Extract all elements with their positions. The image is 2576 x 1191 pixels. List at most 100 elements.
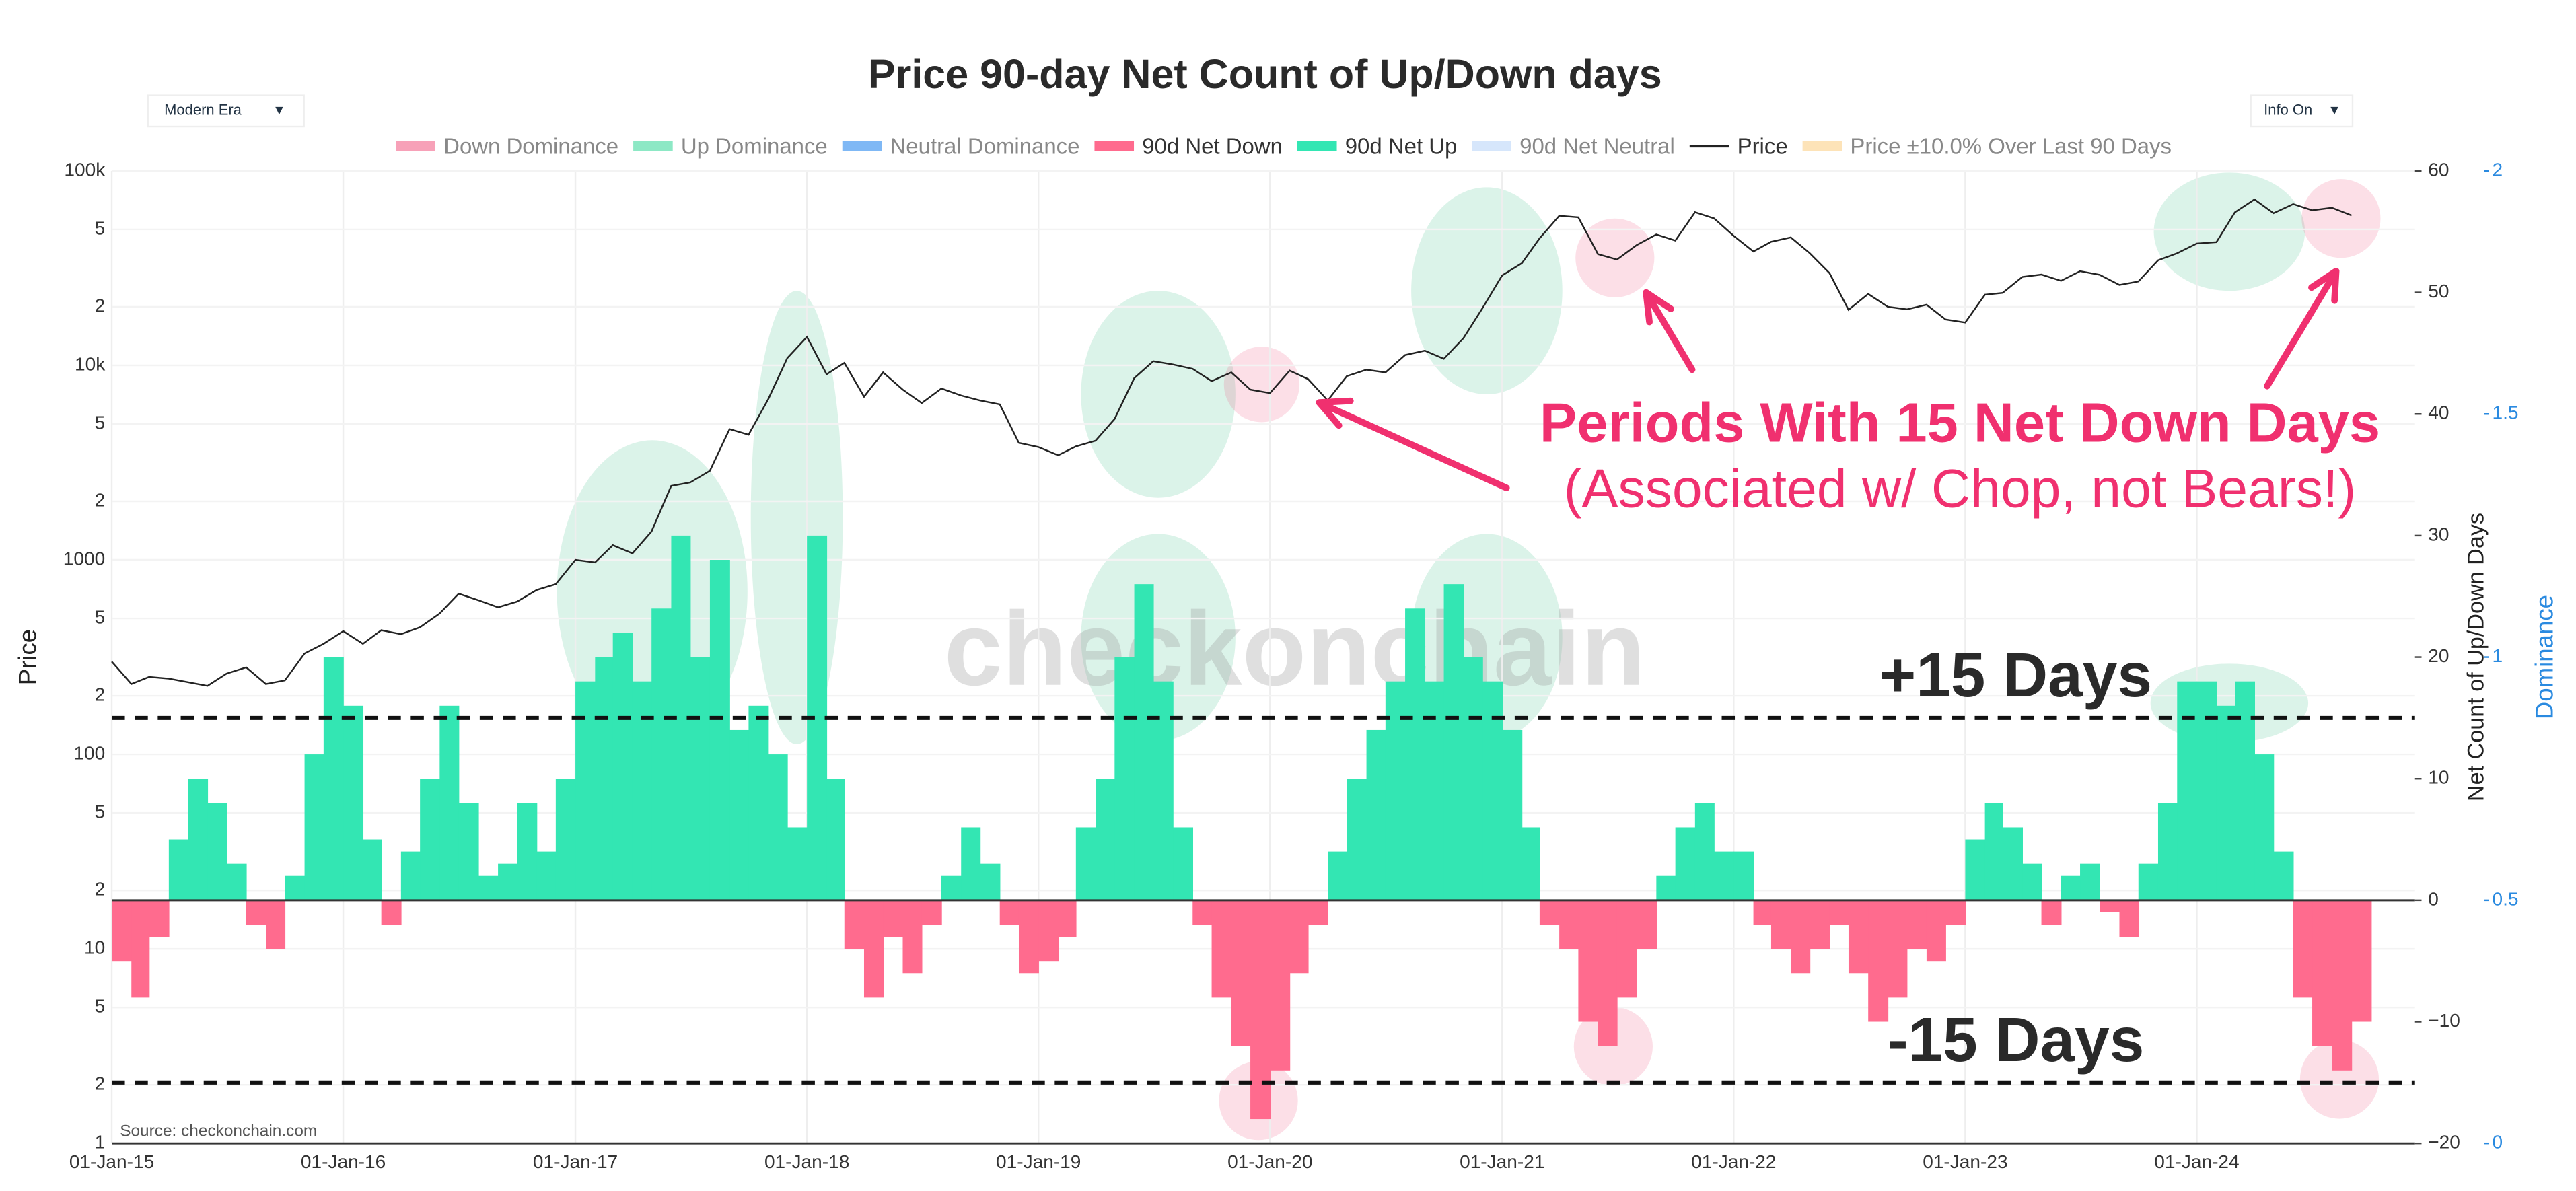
arrow [1316, 397, 1510, 491]
net-bar [149, 900, 170, 937]
net-bar [2332, 900, 2353, 1071]
legend-item: Up Dominance [633, 133, 828, 158]
net-bar [400, 851, 421, 900]
net-bar [1522, 827, 1540, 900]
net-bar [651, 608, 672, 900]
y2-tick-label: 30 [2428, 524, 2449, 544]
net-bar [285, 875, 306, 900]
net-bar [323, 657, 344, 900]
net-bar [1058, 900, 1077, 937]
net-bar [1405, 608, 1426, 900]
net-bar [1114, 657, 1135, 900]
net-bar [902, 900, 923, 974]
net-bar [1173, 827, 1194, 900]
net-bar [1965, 839, 1986, 900]
net-bar [1616, 900, 1637, 998]
net-bar [1502, 729, 1523, 900]
dropdown[interactable] [2250, 94, 2354, 128]
net-bar [2216, 705, 2235, 900]
legend-label: Down Dominance [443, 133, 618, 158]
net-bar [1038, 900, 1059, 962]
source: Source: checkonchain.com [120, 1122, 317, 1141]
net-bar [188, 779, 209, 900]
y-tick-label: 2 [95, 879, 106, 900]
dropdown[interactable] [147, 94, 305, 128]
net-bar [2003, 827, 2023, 900]
annotation: (Associated w/ Chop, not Bears!) [1564, 459, 2356, 519]
net-bar [748, 705, 769, 900]
arrow [2264, 267, 2340, 390]
dropdown-label[interactable]: Info On [2264, 102, 2312, 118]
x-tick-label: 01-Jan-18 [764, 1151, 849, 1172]
y2-tick-label: 0 [2428, 888, 2439, 909]
net-bar [478, 875, 499, 900]
legend-label: Price ±10.0% Over Last 90 Days [1850, 133, 2172, 158]
net-bar [1211, 900, 1232, 998]
y-tick-label: 1 [95, 1132, 106, 1153]
legend-label: Neutral Dominance [890, 133, 1080, 158]
net-bar [1848, 900, 1869, 974]
legend-item: Neutral Dominance [842, 133, 1080, 158]
legend-label: 90d Net Neutral [1519, 133, 1675, 158]
net-bar [2138, 863, 2159, 900]
y-tick-label: 2 [95, 489, 106, 510]
legend-label: 90d Net Down [1142, 133, 1283, 158]
y3-tick-label: 0.5 [2492, 888, 2518, 909]
net-bar [1096, 779, 1116, 900]
net-bar [921, 900, 942, 925]
net-bar [961, 827, 981, 900]
net-bar [1559, 900, 1579, 949]
net-bar [1328, 851, 1348, 900]
net-bar [439, 705, 460, 900]
net-bar [768, 754, 788, 900]
net-bar [1463, 657, 1483, 900]
net-bar [1926, 900, 1946, 962]
net-bar [1984, 803, 2003, 900]
legend-item: 90d Net Up [1297, 133, 1457, 158]
net-bar [729, 729, 750, 900]
y-tick-label: 2 [95, 1073, 106, 1094]
y2-tick-label: 40 [2428, 402, 2449, 423]
price-line [111, 198, 2352, 687]
legend-item: Price ±10.0% Over Last 90 Days [1802, 133, 2172, 158]
net-bar [1347, 779, 1367, 900]
x-tick-label: 01-Jan-24 [2154, 1151, 2239, 1172]
highlight [1081, 291, 1236, 498]
net-bar [2273, 851, 2294, 900]
watermark: checkonchain [944, 591, 1645, 708]
net-bar [863, 900, 884, 998]
reference-label: -15 Days [1888, 1005, 2145, 1075]
net-bar [826, 779, 845, 900]
highlight [2299, 1040, 2380, 1119]
x-tick-label: 01-Jan-17 [533, 1151, 618, 1172]
y2-tick-label: 10 [2428, 767, 2449, 788]
legend-label: Price [1738, 133, 1788, 158]
y2-tick-label: −20 [2428, 1132, 2460, 1153]
y-tick-label: 10k [75, 353, 106, 374]
net-bar [883, 900, 904, 937]
net-bar [2080, 863, 2100, 900]
y-tick-label: 2 [95, 295, 106, 316]
net-bar [1791, 900, 1811, 974]
y3-axis-title: Dominance [2531, 595, 2559, 719]
x-tick-label: 01-Jan-23 [1923, 1151, 2007, 1172]
net-bar [536, 851, 557, 900]
legend-item: 90d Net Down [1094, 133, 1283, 158]
x-tick-label: 01-Jan-22 [1691, 1151, 1776, 1172]
net-bar [787, 827, 808, 900]
y-axis-title: Price [14, 629, 42, 685]
dropdown-label[interactable]: Modern Era [164, 102, 242, 118]
net-bar [1018, 900, 1039, 974]
y-tick-label: 1000 [63, 548, 105, 569]
net-bar [2177, 681, 2198, 900]
net-bar [246, 900, 266, 925]
net-bar [1289, 900, 1309, 974]
net-bar [632, 681, 652, 900]
legend-item: Down Dominance [396, 133, 618, 158]
net-bar [2351, 900, 2372, 1022]
net-bar [1539, 900, 1560, 925]
net-bar [1385, 681, 1406, 900]
y3-tick-label: 1 [2492, 645, 2503, 666]
x-tick-label: 01-Jan-16 [301, 1151, 386, 1172]
